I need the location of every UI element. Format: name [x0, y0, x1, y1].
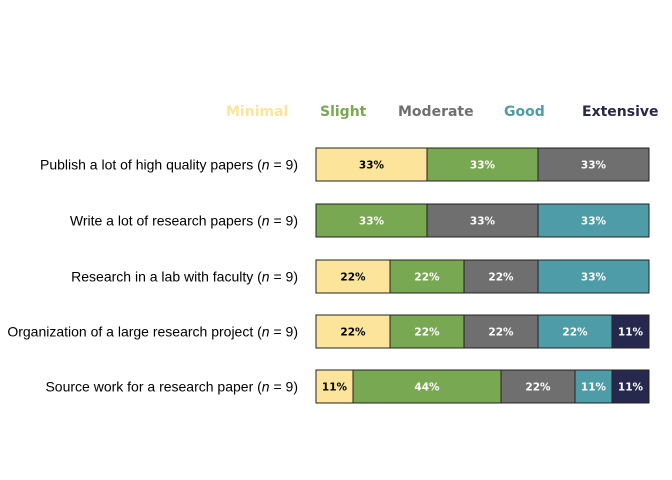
bar-segment-minimal	[315, 147, 428, 182]
value-label: 33%	[581, 160, 607, 172]
category-label: Write a lot of research papers (n = 9)	[70, 213, 298, 229]
legend-extensive: Extensive	[582, 104, 659, 120]
value-label: 22%	[488, 327, 514, 339]
bar-row: 33% 33% 33%	[315, 147, 650, 182]
bar-row: 11% 44% 22% 11% 11%	[315, 369, 650, 404]
bar-outline	[315, 369, 650, 404]
bar-row: 22% 22% 22% 22% 11%	[315, 314, 650, 349]
category-label: Research in a lab with faculty (n = 9)	[71, 269, 298, 285]
value-label: 33%	[470, 160, 496, 172]
value-label: 22%	[340, 327, 366, 339]
value-label: 11%	[322, 382, 348, 394]
value-label: 33%	[470, 216, 496, 228]
bar-outline	[315, 203, 650, 238]
value-label: 33%	[359, 216, 385, 228]
legend-minimal: Minimal	[226, 104, 288, 120]
category-labels: Publish a lot of high quality papers (n …	[7, 157, 298, 395]
bar-segment-slight	[352, 369, 502, 404]
bar-outline	[315, 259, 650, 294]
legend-slight: Slight	[320, 104, 367, 120]
value-label: 11%	[618, 382, 644, 394]
bar-segment-good	[537, 203, 650, 238]
value-label: 11%	[618, 327, 644, 339]
bar-outline	[315, 147, 650, 182]
value-label: 33%	[581, 272, 607, 284]
value-label: 44%	[414, 382, 440, 394]
value-label: 22%	[414, 272, 440, 284]
bars: 33% 33% 33%33% 33% 33%22% 22% 22% 33%22% 22% 22% 2…	[315, 147, 650, 404]
value-label: 33%	[359, 160, 385, 172]
bar-segment-minimal	[315, 259, 391, 294]
bar-segment-moderate	[500, 369, 576, 404]
value-label: 22%	[525, 382, 551, 394]
bar-row: 33% 33% 33%	[315, 203, 650, 238]
category-label: Publish a lot of high quality papers (n …	[40, 157, 298, 173]
legend: Minimal Slight Moderate Good Extensive	[226, 104, 659, 120]
bar-outline	[315, 314, 650, 349]
value-label: 22%	[340, 272, 366, 284]
category-label: Organization of a large research project…	[7, 324, 298, 340]
bar-segment-slight	[426, 147, 539, 182]
legend-moderate: Moderate	[398, 104, 474, 120]
bar-segment-slight	[389, 314, 465, 349]
value-label: 22%	[488, 272, 514, 284]
legend-good: Good	[504, 104, 545, 120]
bar-row: 22% 22% 22% 33%	[315, 259, 650, 294]
value-label: 33%	[581, 216, 607, 228]
value-label: 11%	[581, 382, 607, 394]
category-label: Source work for a research paper (n = 9)	[45, 379, 298, 395]
value-label: 22%	[562, 327, 588, 339]
value-label: 22%	[414, 327, 440, 339]
